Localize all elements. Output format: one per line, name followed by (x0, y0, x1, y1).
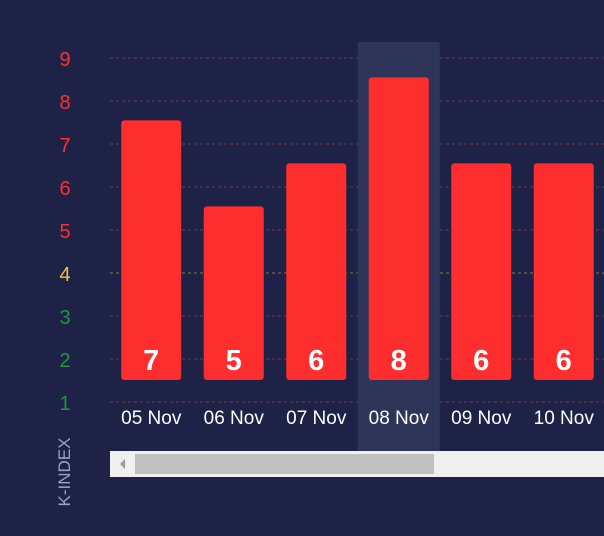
x-tick-label-1: 06 Nov (204, 408, 265, 429)
x-tick-label-3: 08 Nov (369, 408, 430, 429)
chevron-left-icon[interactable] (110, 451, 134, 477)
y-tick-labels: 1 2 3 4 5 6 7 8 9 (59, 49, 70, 415)
bars: 7 5 6 8 6 6 (121, 77, 594, 380)
y-tick-label-2: 2 (59, 350, 70, 372)
bar-2[interactable] (286, 163, 347, 380)
horizontal-scrollbar[interactable] (110, 451, 604, 477)
x-tick-labels: 05 Nov 06 Nov 07 Nov 08 Nov 09 Nov 10 Nov (121, 408, 594, 429)
y-tick-label-3: 3 (59, 307, 70, 329)
bar-5[interactable] (533, 163, 594, 380)
y-tick-label-7: 7 (59, 135, 70, 157)
grid-lines (110, 57, 604, 403)
y-axis-label: K-INDEX (55, 438, 74, 507)
x-tick-label-4: 09 Nov (451, 408, 512, 429)
y-tick-label-6: 6 (59, 178, 70, 200)
bar-3[interactable] (368, 77, 429, 380)
y-tick-label-9: 9 (59, 49, 70, 71)
x-tick-label-0: 05 Nov (121, 408, 182, 429)
bar-value-label-1: 5 (226, 345, 242, 377)
bar-value-label-2: 6 (308, 345, 324, 377)
bar-0[interactable] (121, 120, 182, 380)
bar-1[interactable] (203, 206, 264, 380)
y-tick-label-5: 5 (59, 221, 70, 243)
bar-4[interactable] (451, 163, 512, 380)
x-tick-label-2: 07 Nov (286, 408, 347, 429)
bar-value-label-0: 7 (143, 345, 159, 377)
y-tick-label-1: 1 (59, 393, 70, 415)
bar-value-label-4: 6 (473, 345, 489, 377)
y-tick-label-4: 4 (59, 264, 70, 286)
x-tick-label-5: 10 Nov (534, 408, 595, 429)
y-tick-label-8: 8 (59, 92, 70, 114)
bar-value-label-3: 8 (391, 345, 407, 377)
scrollbar-thumb[interactable] (135, 454, 434, 474)
bar-value-label-5: 6 (556, 345, 572, 377)
